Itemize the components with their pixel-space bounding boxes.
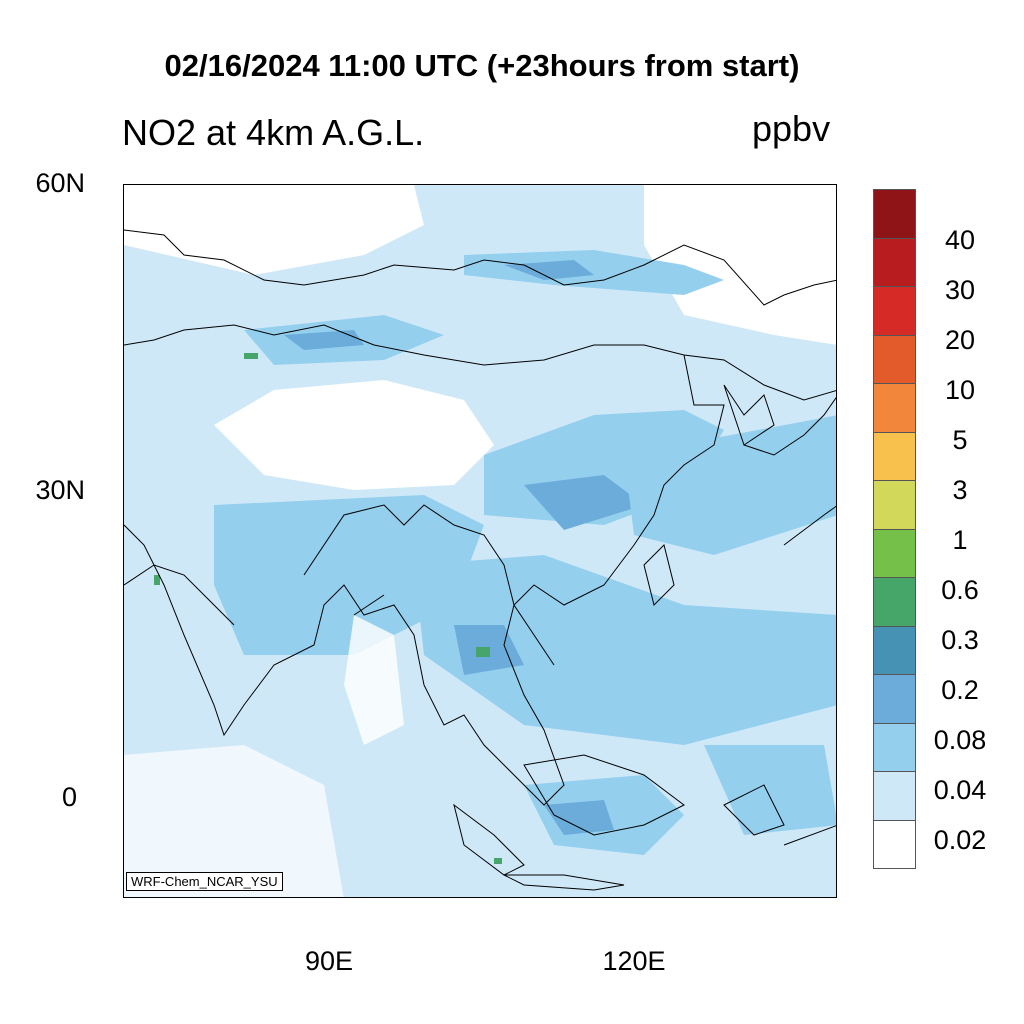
- colorbar-label: 30: [944, 275, 976, 305]
- colorbar-label: 0.04: [933, 775, 987, 805]
- clear-area-north-east: [644, 185, 836, 345]
- hotspot-java: [494, 858, 502, 864]
- coastlines: [124, 229, 836, 891]
- field-mongolia-high: [504, 260, 594, 280]
- field-mongolia: [464, 250, 724, 295]
- colorbar-box: [873, 383, 916, 433]
- colorbar-box: [873, 237, 916, 287]
- colorbar-box: [873, 771, 916, 821]
- map-panel[interactable]: [123, 184, 837, 898]
- colorbar: [873, 189, 916, 869]
- colorbar-label: 0.2: [941, 675, 979, 705]
- colorbar-box: [873, 577, 916, 627]
- field-india: [214, 495, 484, 655]
- colorbar-label: 3: [952, 475, 968, 505]
- colorbar-label: 0.3: [941, 625, 979, 655]
- colorbar-label: 0.02: [933, 825, 987, 855]
- field-borneo-high: [544, 800, 614, 835]
- field-pacific-band: [624, 415, 836, 555]
- y-tick-label-30n: 30N: [35, 475, 85, 505]
- clear-area-north-west: [124, 185, 424, 275]
- colorbar-label: 5: [952, 425, 968, 455]
- colorbar-label: 0.08: [933, 725, 987, 755]
- clear-area-indian-ocean: [124, 745, 344, 897]
- x-tick-label-120e: 120E: [602, 946, 666, 976]
- colorbar-label: 20: [944, 325, 976, 355]
- colorbar-box: [873, 286, 916, 336]
- field-northwest-high: [284, 330, 364, 350]
- field-sichuan: [524, 475, 644, 530]
- y-tick-label-eq: 0: [61, 782, 77, 812]
- field-southeast-asia: [414, 555, 836, 745]
- map-canvas: [124, 185, 836, 897]
- chart-title: 02/16/2024 11:00 UTC (+23hours from star…: [164, 48, 800, 83]
- y-tick-label-60n: 60N: [35, 168, 85, 198]
- colorbar-box: [873, 431, 916, 481]
- units-label: ppbv: [752, 108, 831, 149]
- clear-area-tibet: [214, 380, 494, 490]
- colorbar-label: 0.6: [941, 575, 979, 605]
- colorbar-box: [873, 722, 916, 772]
- clear-area-andaman: [344, 615, 404, 745]
- colorbar-box: [873, 625, 916, 675]
- hotspot-northwest: [244, 353, 258, 359]
- colorbar-box: [873, 480, 916, 530]
- variable-label: NO2 at 4km A.G.L.: [122, 112, 425, 153]
- field-east-indonesia: [704, 745, 836, 835]
- x-tick-label-90e: 90E: [304, 946, 354, 976]
- colorbar-box: [873, 819, 916, 869]
- hotspot-cambodia: [476, 647, 490, 657]
- colorbar-box: [873, 334, 916, 384]
- colorbar-box: [873, 189, 916, 239]
- hotspot-india-west: [154, 575, 160, 585]
- colorbar-box: [873, 674, 916, 724]
- model-credit: WRF-Chem_NCAR_YSU: [126, 872, 283, 891]
- colorbar-label: 40: [944, 225, 976, 255]
- colorbar-box: [873, 528, 916, 578]
- colorbar-label: 10: [944, 375, 976, 405]
- colorbar-label: 1: [952, 525, 968, 555]
